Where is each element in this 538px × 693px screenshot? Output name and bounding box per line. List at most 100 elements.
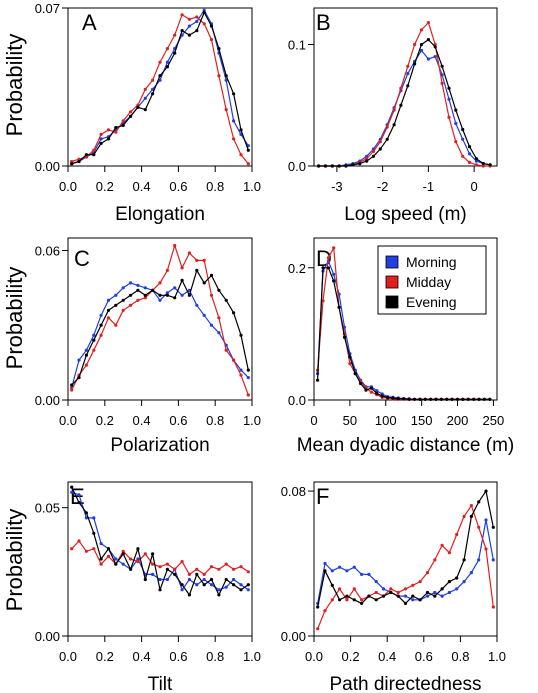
x-tick-label: 150: [411, 413, 433, 428]
data-point: [232, 567, 236, 571]
series-line: [71, 269, 249, 386]
data-point: [99, 137, 103, 141]
data-point: [151, 552, 155, 556]
x-tick-label: 0.2: [342, 649, 360, 664]
data-point: [151, 572, 155, 577]
data-point: [374, 598, 378, 602]
data-point: [332, 272, 336, 276]
series-morning: [70, 490, 250, 592]
data-point: [367, 594, 371, 598]
x-tick-label: 0.4: [378, 649, 396, 664]
data-point: [406, 64, 410, 68]
x-tick-label: 0.2: [96, 179, 114, 194]
data-point: [389, 587, 393, 591]
data-point: [337, 164, 341, 168]
x-tick-label: 0.0: [305, 649, 323, 664]
data-point: [454, 121, 458, 126]
data-point: [165, 47, 169, 51]
data-point: [369, 386, 373, 390]
data-point: [323, 164, 327, 168]
y-tick-label: 0.00: [281, 629, 306, 644]
data-point: [407, 397, 411, 401]
data-point: [316, 627, 320, 631]
data-point: [187, 293, 191, 297]
data-point: [246, 393, 250, 397]
data-point: [70, 383, 74, 387]
data-point: [474, 163, 478, 167]
data-point: [217, 593, 221, 597]
data-point: [136, 283, 140, 287]
data-point: [391, 396, 395, 400]
data-point: [440, 587, 444, 591]
data-point: [359, 381, 363, 386]
legend: Morning Midday Evening: [377, 245, 487, 315]
data-point: [158, 60, 162, 64]
data-point: [399, 86, 403, 90]
data-point: [202, 577, 206, 582]
data-point: [477, 525, 481, 529]
data-point: [121, 562, 125, 566]
x-tick-label: 100: [375, 413, 397, 428]
data-point: [406, 72, 410, 76]
data-point: [209, 293, 214, 297]
data-point: [323, 609, 327, 613]
data-point: [371, 149, 376, 153]
data-point: [114, 130, 118, 134]
data-point: [469, 514, 473, 519]
data-point: [402, 397, 406, 401]
data-point: [209, 577, 214, 582]
data-point: [392, 108, 396, 112]
data-point: [173, 296, 177, 300]
data-point: [195, 583, 199, 587]
data-point: [467, 145, 472, 149]
data-point: [239, 333, 243, 337]
data-point: [352, 587, 356, 591]
data-point: [481, 164, 485, 168]
data-point: [70, 547, 74, 551]
data-point: [413, 42, 417, 47]
data-point: [462, 580, 466, 584]
data-point: [151, 78, 155, 82]
data-point: [239, 128, 243, 132]
data-point: [136, 288, 140, 292]
data-point: [99, 333, 103, 337]
data-point: [173, 286, 177, 290]
data-point: [321, 299, 325, 303]
series-line: [71, 282, 249, 388]
data-point: [224, 585, 228, 589]
data-point: [433, 558, 437, 562]
x-tick-label: 0.2: [96, 649, 114, 664]
data-point: [455, 397, 460, 401]
data-point: [232, 311, 236, 315]
data-point: [173, 243, 177, 248]
x-axis-label: Polarization: [110, 435, 209, 456]
data-point: [474, 159, 478, 163]
data-point: [209, 38, 214, 42]
x-tick-label: 0.0: [59, 649, 77, 664]
data-point: [467, 160, 472, 164]
data-point: [232, 119, 236, 123]
data-point: [330, 569, 334, 573]
data-point: [165, 577, 169, 582]
data-point: [158, 577, 162, 582]
data-point: [365, 157, 369, 161]
data-point: [348, 362, 352, 366]
data-point: [151, 92, 155, 96]
data-point: [77, 376, 81, 380]
data-point: [360, 598, 364, 602]
data-point: [433, 55, 437, 59]
data-point: [114, 562, 118, 566]
legend-label: Midday: [406, 274, 451, 290]
data-point: [121, 552, 125, 556]
x-tick-label: 0.8: [206, 179, 224, 194]
data-point: [158, 74, 162, 78]
data-point: [180, 278, 184, 282]
data-point: [99, 141, 103, 145]
data-point: [246, 570, 250, 574]
data-point: [326, 266, 330, 270]
x-tick-label: 0.6: [415, 649, 433, 664]
data-point: [158, 588, 162, 592]
data-point: [332, 279, 336, 283]
data-point: [129, 557, 133, 561]
